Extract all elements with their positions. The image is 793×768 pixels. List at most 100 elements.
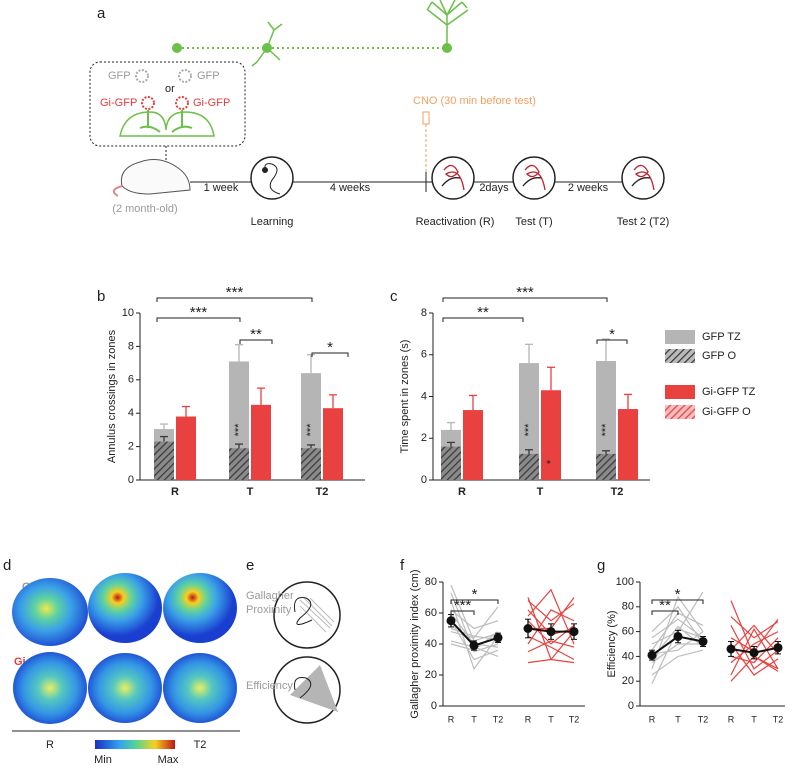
- virus-label: Gi-GFP: [193, 97, 230, 109]
- bar: [441, 446, 461, 480]
- mean-point: [569, 627, 579, 637]
- x-tick-label: T: [537, 486, 544, 498]
- virus-icon: [141, 96, 155, 110]
- dendrites: [251, 21, 283, 67]
- subject-line: [651, 595, 704, 670]
- mean-point: [546, 627, 556, 637]
- subject-line: [651, 631, 704, 655]
- x-tick-label: R: [728, 714, 735, 724]
- y-tick-label: 0: [628, 700, 634, 712]
- bracket: [450, 610, 475, 615]
- y-tick-label: 4: [128, 407, 134, 419]
- panel-e: e Gallagher Proximity Efficiency: [246, 557, 341, 724]
- arena: [273, 581, 341, 649]
- proximity-lines: [299, 597, 335, 633]
- x-tick-label: T2: [316, 486, 329, 498]
- bracket: [651, 599, 704, 604]
- efficiency-cone: [290, 665, 338, 712]
- path-icon: [262, 167, 268, 173]
- cno-label: CNO (30 min before test): [413, 95, 536, 107]
- bar: [596, 453, 616, 480]
- significance-mark: *: [545, 459, 557, 464]
- measure-label: Gallagher: [246, 590, 294, 602]
- y-tick-label: 40: [622, 650, 634, 662]
- y-tick-label: 0: [128, 474, 134, 486]
- trace-icons: [441, 164, 655, 191]
- syringe: [422, 111, 430, 125]
- x-tick-label: R: [171, 486, 179, 498]
- mean-point: [749, 648, 759, 658]
- brain-outline: [119, 111, 215, 137]
- bar: [251, 444, 271, 480]
- bar: [301, 448, 321, 480]
- or-text: or: [165, 83, 175, 95]
- subject-line: [450, 609, 499, 630]
- bar: [323, 438, 343, 480]
- panel-letter: g: [597, 557, 605, 574]
- trajectory: [294, 597, 313, 699]
- subject-line: [730, 616, 779, 639]
- heatmaps: [12, 573, 237, 724]
- legend-label: Gi-GFP TZ: [702, 386, 756, 398]
- significance-label: ***: [454, 597, 472, 614]
- neuron: [172, 43, 182, 53]
- virus-icon: [135, 69, 149, 83]
- mean-point: [469, 641, 479, 651]
- subject-line: [527, 635, 575, 661]
- panel-d: d GFP Gi-GFP R T T2 Min Max: [3, 557, 240, 766]
- x-tick-label: T2: [493, 714, 504, 724]
- stage-label: Test (T): [515, 216, 552, 228]
- measure-label: Proximity: [246, 604, 292, 616]
- subject-line: [527, 609, 575, 645]
- virus-label: GFP: [108, 70, 131, 82]
- y-tick-label: 20: [622, 675, 634, 687]
- mean-point: [523, 624, 533, 633]
- significance-mark: ***: [523, 423, 535, 437]
- subject-line: [527, 658, 575, 664]
- bar: [519, 363, 539, 480]
- y-tick-label: 40: [425, 638, 437, 650]
- subject-line: [527, 640, 575, 653]
- panel-letter: f: [400, 557, 405, 574]
- interval-label: 2 weeks: [568, 182, 609, 194]
- y-tick-label: 6: [421, 349, 427, 361]
- bracket: [442, 297, 608, 302]
- x-tick-label: R: [448, 714, 455, 724]
- measure-label: Efficiency: [246, 680, 293, 692]
- significance-label: *: [327, 339, 333, 356]
- y-tick-label: 6: [128, 374, 134, 386]
- bracket: [156, 297, 313, 302]
- injection: [139, 110, 193, 133]
- scale-label: Min: [94, 754, 112, 766]
- y-tick-label: 80: [425, 576, 437, 588]
- bar: [618, 439, 638, 480]
- x-tick-label: T: [247, 486, 254, 498]
- y-axis-label: Gallagher proximity index (cm): [409, 569, 421, 718]
- stage-label: Reactivation (R): [416, 216, 495, 228]
- significance-mark: ***: [600, 423, 612, 437]
- bar: [154, 441, 174, 480]
- column-label: T2: [194, 739, 207, 751]
- legend-label: GFP TZ: [702, 331, 741, 343]
- y-axis-label: Efficiency (%): [606, 610, 618, 677]
- bracket: [596, 339, 628, 344]
- bar: [541, 447, 561, 480]
- stage-label: Test 2 (T2): [617, 216, 670, 228]
- significance-label: ***: [190, 304, 208, 321]
- mean-point: [493, 633, 503, 643]
- virus-icon: [175, 96, 189, 110]
- x-tick-label: T: [675, 714, 681, 724]
- subject-line: [651, 605, 704, 645]
- significance-label: **: [477, 304, 489, 321]
- subject-line: [651, 649, 704, 676]
- mean-point: [726, 644, 736, 654]
- y-tick-label: 2: [128, 441, 134, 453]
- interval-label: 4 weeks: [330, 182, 371, 194]
- bracket: [311, 352, 349, 357]
- subject-line: [651, 643, 703, 664]
- mean-point: [673, 632, 683, 642]
- x-tick-label: T: [471, 714, 477, 724]
- legend-swatch: [665, 349, 695, 363]
- y-tick-label: 8: [128, 340, 134, 352]
- bracket: [651, 610, 679, 615]
